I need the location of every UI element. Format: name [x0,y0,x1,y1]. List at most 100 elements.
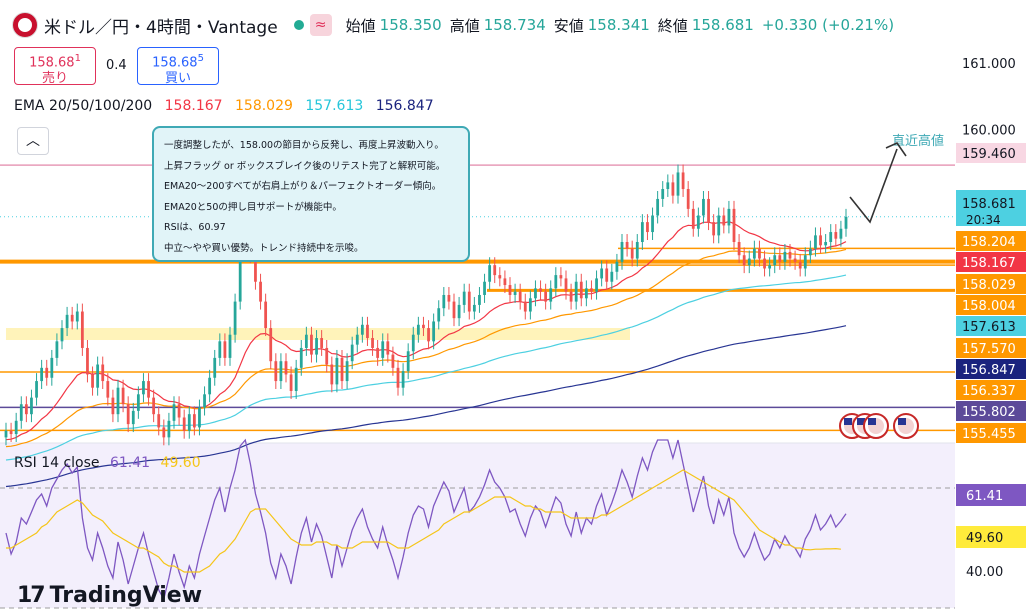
candle[interactable] [355,334,359,345]
collapse-legend-button[interactable]: ︿ [17,127,49,155]
candle[interactable] [523,301,527,312]
candle[interactable] [564,278,568,292]
candle[interactable] [747,258,751,266]
candle[interactable] [274,361,278,382]
candle[interactable] [758,248,761,259]
candle[interactable] [259,281,262,302]
candle[interactable] [742,255,746,266]
candle[interactable] [702,198,705,216]
candle[interactable] [340,357,344,382]
candle[interactable] [91,374,94,388]
candle[interactable] [442,294,446,309]
candle[interactable] [737,241,741,256]
candle[interactable] [544,291,548,302]
candle[interactable] [696,215,700,229]
candle[interactable] [539,288,542,292]
candle[interactable] [157,414,161,428]
candle[interactable] [147,381,150,398]
candle[interactable] [829,232,833,242]
candle[interactable] [447,294,451,302]
projection-arrow[interactable] [849,148,898,224]
candle[interactable] [233,301,237,335]
candle[interactable] [111,397,115,415]
candle[interactable] [9,430,13,435]
candle[interactable] [671,182,675,196]
candle[interactable] [783,251,787,262]
candle[interactable] [625,241,629,249]
candle[interactable] [579,281,583,299]
candle[interactable] [651,215,654,233]
candle[interactable] [681,172,685,190]
candle[interactable] [824,241,828,246]
candle[interactable] [238,248,242,302]
candle[interactable] [269,328,273,362]
candle[interactable] [177,404,181,418]
candle[interactable] [19,404,23,421]
candle[interactable] [416,324,420,335]
symbol-title[interactable]: 米ドル／円・4時間・Vantage [44,17,278,38]
candle[interactable] [35,381,38,398]
candle[interactable] [686,189,690,209]
candle[interactable] [819,235,822,246]
candle[interactable] [788,251,792,259]
candle[interactable] [381,341,385,358]
candle[interactable] [472,304,476,312]
candle[interactable] [121,387,125,405]
rsi-legend[interactable]: RSI 14 close 61.41 49.60 [14,455,201,471]
candle[interactable] [310,334,313,355]
candle[interactable] [4,430,8,438]
candle[interactable] [549,288,553,302]
candle[interactable] [483,281,486,295]
candle[interactable] [203,394,206,408]
economic-events[interactable] [839,413,919,439]
candle[interactable] [152,397,156,415]
candle[interactable] [86,347,89,375]
candle[interactable] [345,361,349,382]
candle[interactable] [498,275,502,279]
candle[interactable] [457,304,461,319]
candle[interactable] [793,258,797,262]
candle[interactable] [691,208,695,229]
candle[interactable] [727,208,731,226]
candle[interactable] [65,314,69,329]
candle[interactable] [299,347,303,368]
candle[interactable] [55,341,59,358]
candle[interactable] [422,324,425,329]
candle[interactable] [732,208,736,242]
candle[interactable] [722,215,726,226]
rsi-ma-line[interactable] [6,469,841,573]
candle[interactable] [615,261,619,272]
candle[interactable] [427,328,430,342]
candle[interactable] [467,291,471,312]
candle[interactable] [182,417,186,431]
candle[interactable] [254,255,257,282]
rsi-line[interactable] [5,438,847,601]
buy-button[interactable]: 158.685 買い [137,47,219,86]
candle[interactable] [569,291,573,302]
wave-icon[interactable]: ≈ [309,14,332,36]
candle[interactable] [844,216,848,229]
ema50-line[interactable] [5,248,847,448]
candle[interactable] [773,255,777,266]
candle[interactable] [503,278,507,286]
candle[interactable] [808,248,812,256]
candle[interactable] [661,189,665,199]
candle[interactable] [595,278,598,292]
candle[interactable] [528,298,532,312]
candle[interactable] [391,354,395,368]
candle[interactable] [284,361,288,375]
candle[interactable] [401,371,405,388]
candle[interactable] [452,301,456,319]
candle[interactable] [162,427,166,438]
candle[interactable] [172,404,176,421]
candle[interactable] [24,404,28,415]
candle[interactable] [814,235,817,249]
candle[interactable] [325,347,329,365]
candle[interactable] [778,255,782,262]
candle[interactable] [75,311,79,322]
candle[interactable] [406,351,410,372]
candle[interactable] [646,222,649,233]
candle[interactable] [396,367,400,388]
candle[interactable] [488,265,492,282]
